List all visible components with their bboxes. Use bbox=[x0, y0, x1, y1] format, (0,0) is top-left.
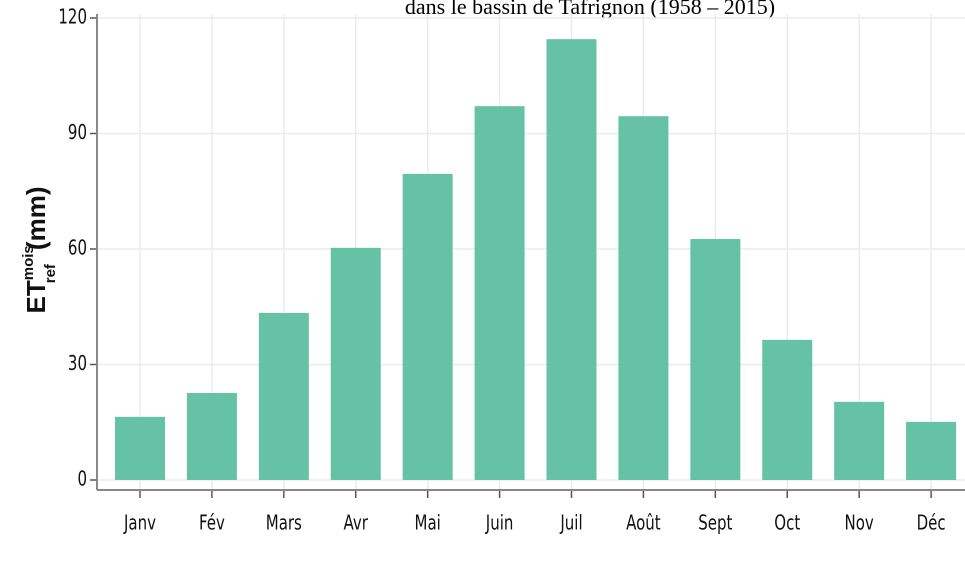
chart-title: dans le bassin de Tafrignon (1958 – 2015… bbox=[405, 0, 775, 19]
y-tick-label: 30 bbox=[68, 353, 87, 376]
y-tick-label: 0 bbox=[77, 469, 87, 492]
x-tick-label: Sept bbox=[698, 513, 732, 536]
bar bbox=[762, 339, 813, 480]
x-tick-label: Mai bbox=[415, 513, 441, 536]
y-tick-label: 60 bbox=[68, 238, 87, 261]
y-tick-label: 90 bbox=[68, 122, 87, 145]
bar bbox=[618, 116, 669, 481]
y-axis-label: ETmois ref (mm) bbox=[20, 187, 59, 314]
bar bbox=[690, 238, 741, 480]
bar bbox=[330, 247, 381, 480]
y-tick-label: 120 bbox=[58, 7, 87, 30]
bar bbox=[474, 106, 525, 480]
x-tick-label: Janv bbox=[123, 513, 156, 536]
bar bbox=[402, 173, 453, 481]
x-tick-label: Avr bbox=[344, 513, 369, 536]
y-label-sup: mois bbox=[20, 245, 37, 280]
y-label-base: ET bbox=[21, 280, 51, 313]
bar bbox=[115, 416, 165, 480]
x-tick-label: Déc bbox=[917, 513, 946, 536]
bar bbox=[258, 312, 309, 480]
x-tick-label: Mars bbox=[266, 513, 302, 536]
y-label-sub: ref bbox=[42, 263, 59, 283]
bar bbox=[186, 392, 237, 480]
y-label-unit: (mm) bbox=[21, 187, 51, 251]
x-tick-label: Juil bbox=[560, 513, 583, 536]
bar bbox=[906, 421, 957, 480]
x-tick-label: Fév bbox=[199, 513, 225, 536]
y-label-text: ETmois ref (mm) bbox=[20, 187, 59, 314]
x-tick-label: Août bbox=[626, 513, 661, 536]
bar bbox=[546, 39, 597, 481]
bar bbox=[834, 401, 885, 480]
x-tick-label: Nov bbox=[845, 513, 874, 536]
x-tick-label: Juin bbox=[485, 513, 513, 536]
x-tick-label: Oct bbox=[774, 513, 800, 536]
